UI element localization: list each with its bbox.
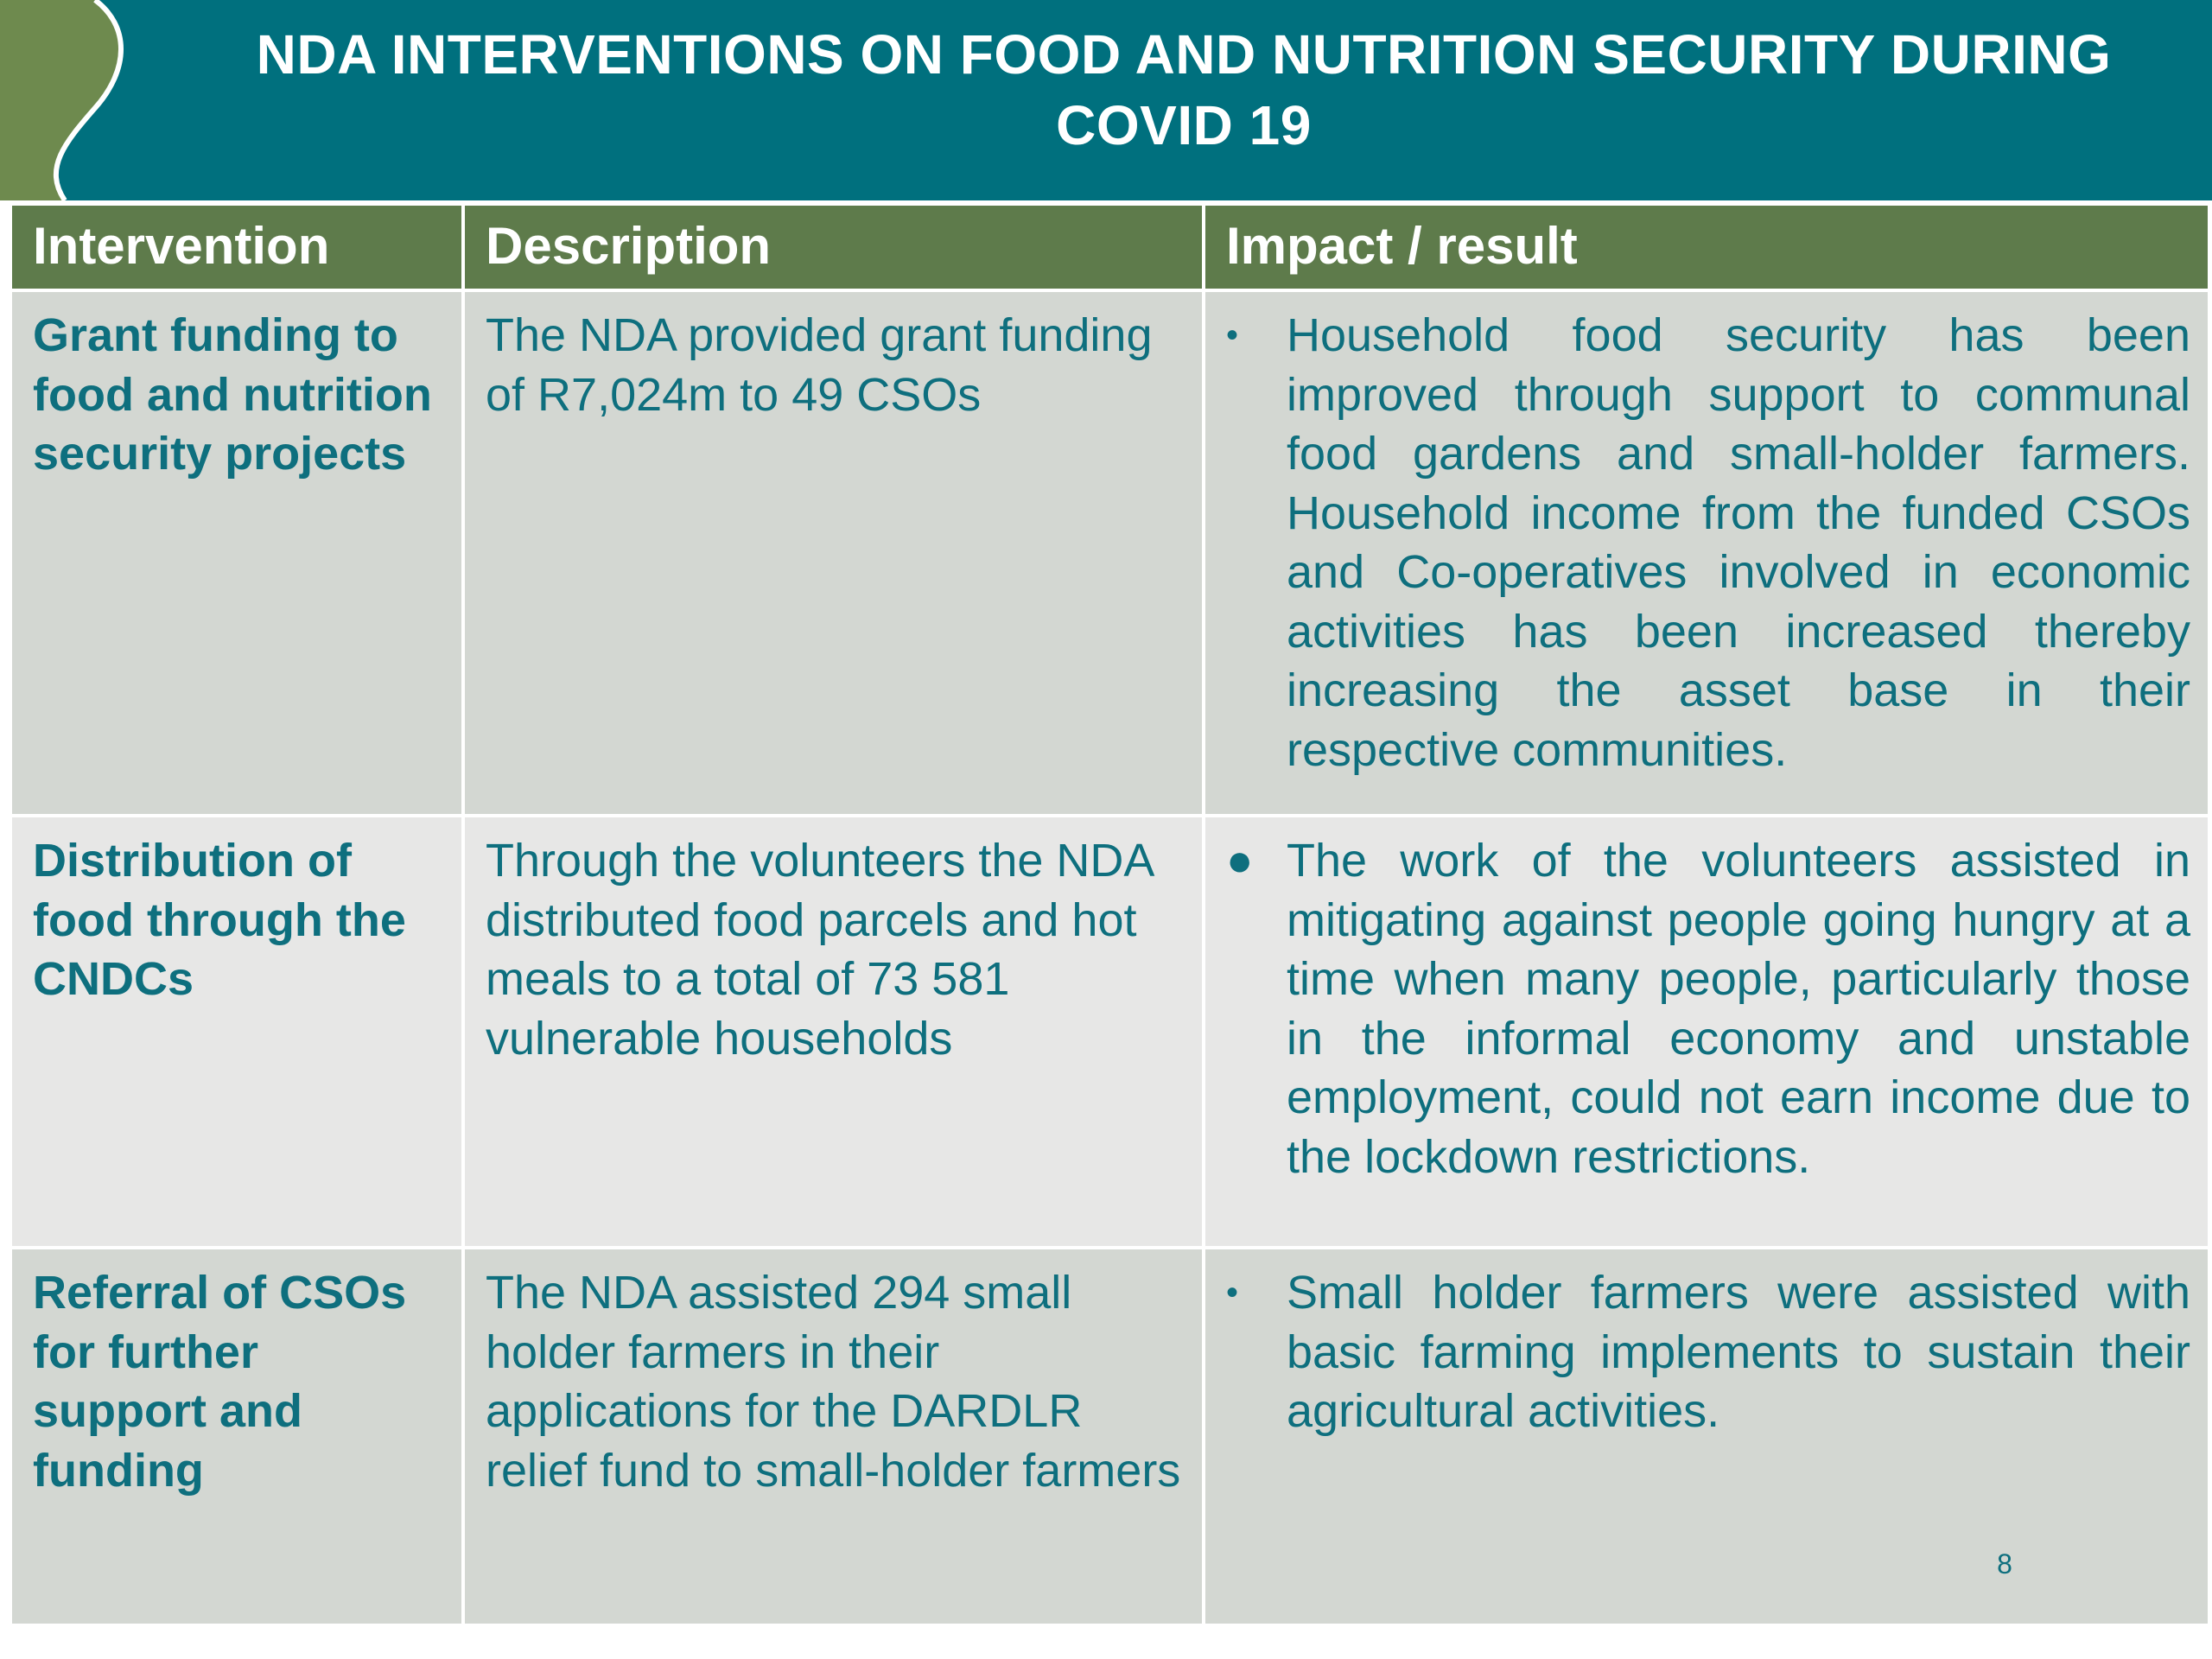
- column-header-impact: Impact / result: [1202, 202, 2211, 292]
- interventions-table: Intervention Description Impact / result…: [9, 202, 2211, 1627]
- intervention-cell: Referral of CSOs for further support and…: [9, 1246, 465, 1627]
- intervention-cell: Grant funding to food and nutrition secu…: [9, 289, 465, 817]
- page-number: 8: [1997, 1548, 2012, 1580]
- bullet-icon: •: [1226, 316, 1239, 354]
- title-banner: NDA INTERVENTIONS ON FOOD AND NUTRITION …: [0, 0, 2212, 200]
- description-cell: The NDA provided grant funding of R7,024…: [461, 289, 1205, 817]
- table-row: Grant funding to food and nutrition secu…: [9, 289, 2211, 817]
- decorative-swoosh-icon: [0, 0, 124, 200]
- interventions-table-container: Intervention Description Impact / result…: [9, 202, 2211, 1627]
- impact-bullet-item: • Small holder farmers were assisted wit…: [1226, 1263, 2190, 1441]
- impact-cell: • Household food security has been impro…: [1202, 289, 2211, 817]
- impact-bullet-item: • Household food security has been impro…: [1226, 306, 2190, 779]
- table-header-row: Intervention Description Impact / result: [9, 202, 2211, 292]
- impact-cell: • Small holder farmers were assisted wit…: [1202, 1246, 2211, 1627]
- column-header-intervention: Intervention: [9, 202, 465, 292]
- bullet-icon: ●: [1226, 836, 1254, 886]
- column-header-description: Description: [461, 202, 1205, 292]
- impact-text: Small holder farmers were assisted with …: [1287, 1267, 2190, 1437]
- table-row: Distribution of food through the CNDCs T…: [9, 814, 2211, 1249]
- impact-text: The work of the volunteers assisted in m…: [1287, 835, 2190, 1183]
- description-cell: Through the volunteers the NDA distribut…: [461, 814, 1205, 1249]
- impact-text: Household food security has been improve…: [1287, 309, 2190, 776]
- impact-bullet-item: ● The work of the volunteers assisted in…: [1226, 831, 2190, 1186]
- bullet-icon: •: [1226, 1274, 1239, 1312]
- intervention-cell: Distribution of food through the CNDCs: [9, 814, 465, 1249]
- impact-cell: ● The work of the volunteers assisted in…: [1202, 814, 2211, 1249]
- page-title: NDA INTERVENTIONS ON FOOD AND NUTRITION …: [256, 23, 2112, 156]
- table-row: Referral of CSOs for further support and…: [9, 1246, 2211, 1627]
- description-cell: The NDA assisted 294 small holder farmer…: [461, 1246, 1205, 1627]
